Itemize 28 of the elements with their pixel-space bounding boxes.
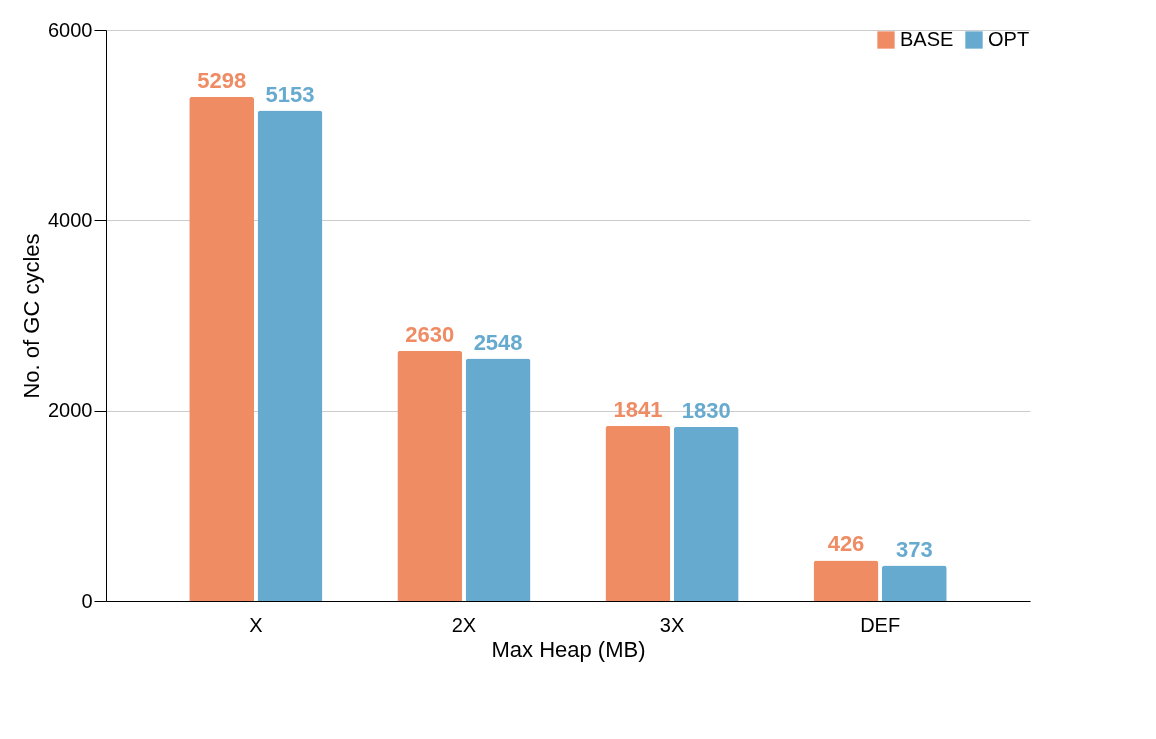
data-label: 373 — [895, 536, 933, 562]
data-label: 2548 — [473, 329, 523, 355]
data-label: 426 — [827, 531, 865, 557]
data-label: 5298 — [197, 67, 247, 93]
y-axis-title: No. of GC cycles — [19, 233, 45, 399]
bar — [257, 110, 323, 601]
x-tick-label: DEF — [860, 613, 901, 636]
bar — [465, 358, 531, 601]
data-label: 5153 — [265, 81, 315, 107]
x-tick-label: X — [249, 613, 263, 636]
y-tick-label: 4000 — [48, 208, 93, 231]
bar — [397, 350, 463, 601]
x-tick-label: 2X — [451, 613, 477, 636]
y-tick-label: 0 — [81, 589, 93, 612]
data-label: 1841 — [613, 396, 663, 422]
bar — [605, 425, 671, 601]
y-tick-label: 6000 — [48, 18, 93, 41]
bar — [881, 565, 947, 601]
legend-label: BASE — [900, 28, 954, 50]
y-tick-label: 2000 — [48, 399, 93, 422]
x-tick-label: 3X — [659, 613, 685, 636]
bar — [189, 96, 255, 601]
data-label: 2630 — [405, 321, 455, 347]
legend-label: OPT — [988, 28, 1030, 50]
bar — [673, 426, 739, 601]
bar — [813, 560, 879, 601]
x-axis-title: Max Heap (MB) — [491, 636, 646, 662]
data-label: 1830 — [681, 397, 731, 423]
